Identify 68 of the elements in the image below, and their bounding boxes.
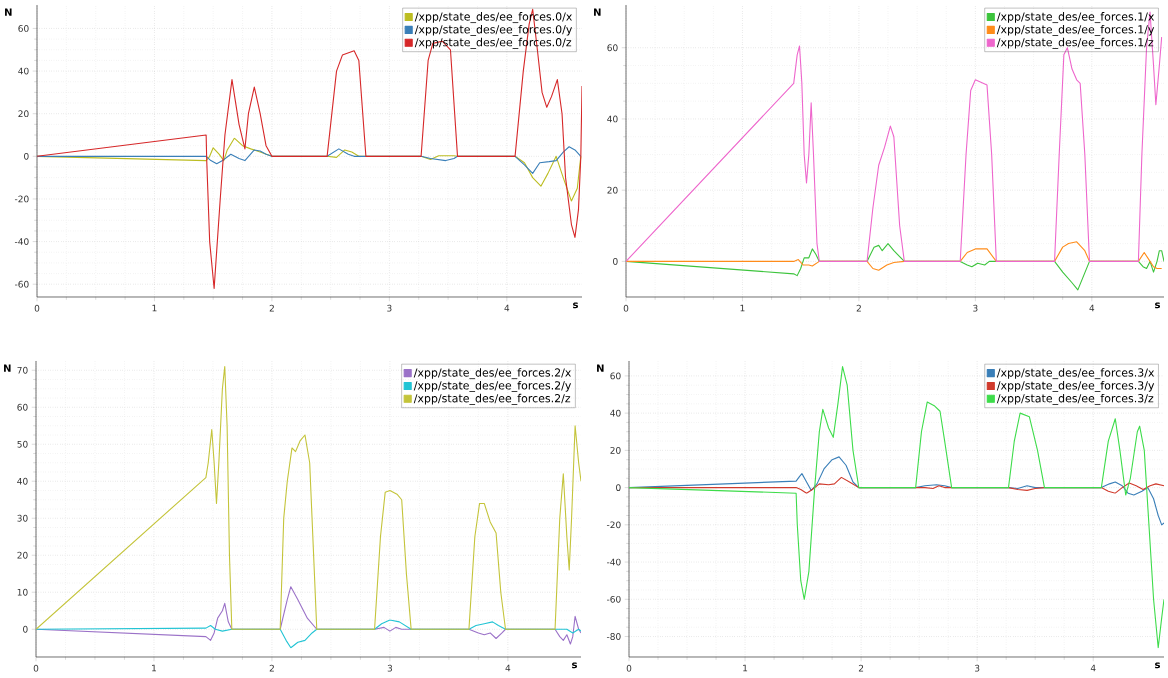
- x-tick-label: 2: [858, 664, 864, 672]
- y-tick-label: 0: [613, 257, 618, 265]
- y-tick-label: 10: [17, 588, 28, 596]
- y-tick-label: 0: [616, 484, 621, 491]
- x-tick-label: 1: [152, 304, 157, 312]
- x-tick-label: 2: [269, 664, 274, 672]
- y-tick-label: 70: [17, 366, 28, 374]
- y-tick-label: 50: [17, 440, 28, 448]
- x-tick-label: 4: [505, 664, 511, 672]
- y-tick-label: 60: [610, 372, 621, 380]
- legend-label: /xpp/state_des/ee_forces.3/x: [996, 368, 1155, 380]
- y-tick-label: 20: [17, 551, 28, 559]
- y-tick-label: -20: [606, 521, 621, 529]
- x-tick-label: 4: [504, 304, 510, 312]
- x-tick-label: 3: [387, 304, 392, 312]
- x-tick-label: 0: [626, 664, 632, 672]
- y-tick-label: 40: [18, 67, 29, 75]
- y-tick-label: 20: [610, 446, 621, 454]
- y-tick-label: 20: [607, 186, 618, 194]
- y-tick-label: -80: [606, 633, 621, 640]
- y-tick-label: 0: [24, 152, 29, 160]
- y-tick-label: -40: [14, 238, 29, 245]
- legend-label: /xpp/state_des/ee_forces.0/x: [414, 12, 573, 24]
- y-axis-title: N: [5, 8, 12, 16]
- y-tick-label: 60: [18, 25, 29, 32]
- x-axis-title: s: [1155, 302, 1161, 309]
- line-series: [626, 11, 1163, 262]
- line-series: [37, 8, 583, 290]
- y-axis-title: N: [597, 364, 604, 372]
- y-tick-label: -60: [606, 595, 621, 603]
- legend-label: /xpp/state_des/ee_forces.2/y: [413, 381, 572, 392]
- y-tick-label: 40: [607, 115, 618, 123]
- x-tick-label: 4: [1090, 664, 1096, 672]
- x-tick-label: 3: [973, 304, 978, 312]
- x-tick-label: 4: [1089, 304, 1095, 312]
- x-tick-label: 2: [269, 304, 274, 312]
- y-tick-label: 40: [17, 477, 28, 485]
- y-tick-label: -40: [606, 558, 621, 566]
- y-tick-label: 0: [23, 625, 28, 633]
- line-series: [629, 366, 1165, 649]
- y-tick-label: -60: [14, 280, 29, 288]
- x-tick-label: 2: [856, 304, 861, 312]
- legend-label: /xpp/state_des/ee_forces.3/z: [996, 393, 1154, 405]
- x-tick-label: 0: [33, 664, 39, 672]
- y-tick-label: -20: [14, 195, 29, 203]
- x-tick-label: 1: [743, 664, 748, 672]
- y-axis-title: N: [594, 8, 601, 16]
- x-axis-title: s: [572, 662, 578, 669]
- y-tick-label: 30: [17, 514, 28, 522]
- x-axis-title: s: [573, 302, 579, 309]
- x-tick-label: 3: [387, 664, 393, 672]
- legend-label: /xpp/state_des/ee_forces.1/y: [996, 24, 1155, 36]
- x-tick-label: 1: [740, 304, 745, 312]
- legend-label: /xpp/state_des/ee_forces.1/z: [996, 37, 1154, 49]
- x-axis-title: s: [1155, 662, 1161, 669]
- x-tick-label: 3: [974, 664, 980, 672]
- y-tick-label: 60: [17, 403, 28, 411]
- y-tick-label: 40: [610, 409, 621, 417]
- legend-label: /xpp/state_des/ee_forces.3/y: [996, 381, 1155, 392]
- x-tick-label: 0: [34, 304, 40, 312]
- legend-label: /xpp/state_des/ee_forces.2/x: [413, 368, 572, 380]
- y-tick-label: 20: [18, 110, 29, 118]
- x-tick-label: 1: [152, 664, 156, 672]
- legend-label: /xpp/state_des/ee_forces.1/x: [996, 12, 1155, 24]
- x-tick-label: 0: [623, 304, 629, 312]
- y-axis-title: N: [4, 364, 11, 372]
- legend-label: /xpp/state_des/ee_forces.2/z: [413, 393, 571, 405]
- y-tick-label: 60: [607, 44, 618, 52]
